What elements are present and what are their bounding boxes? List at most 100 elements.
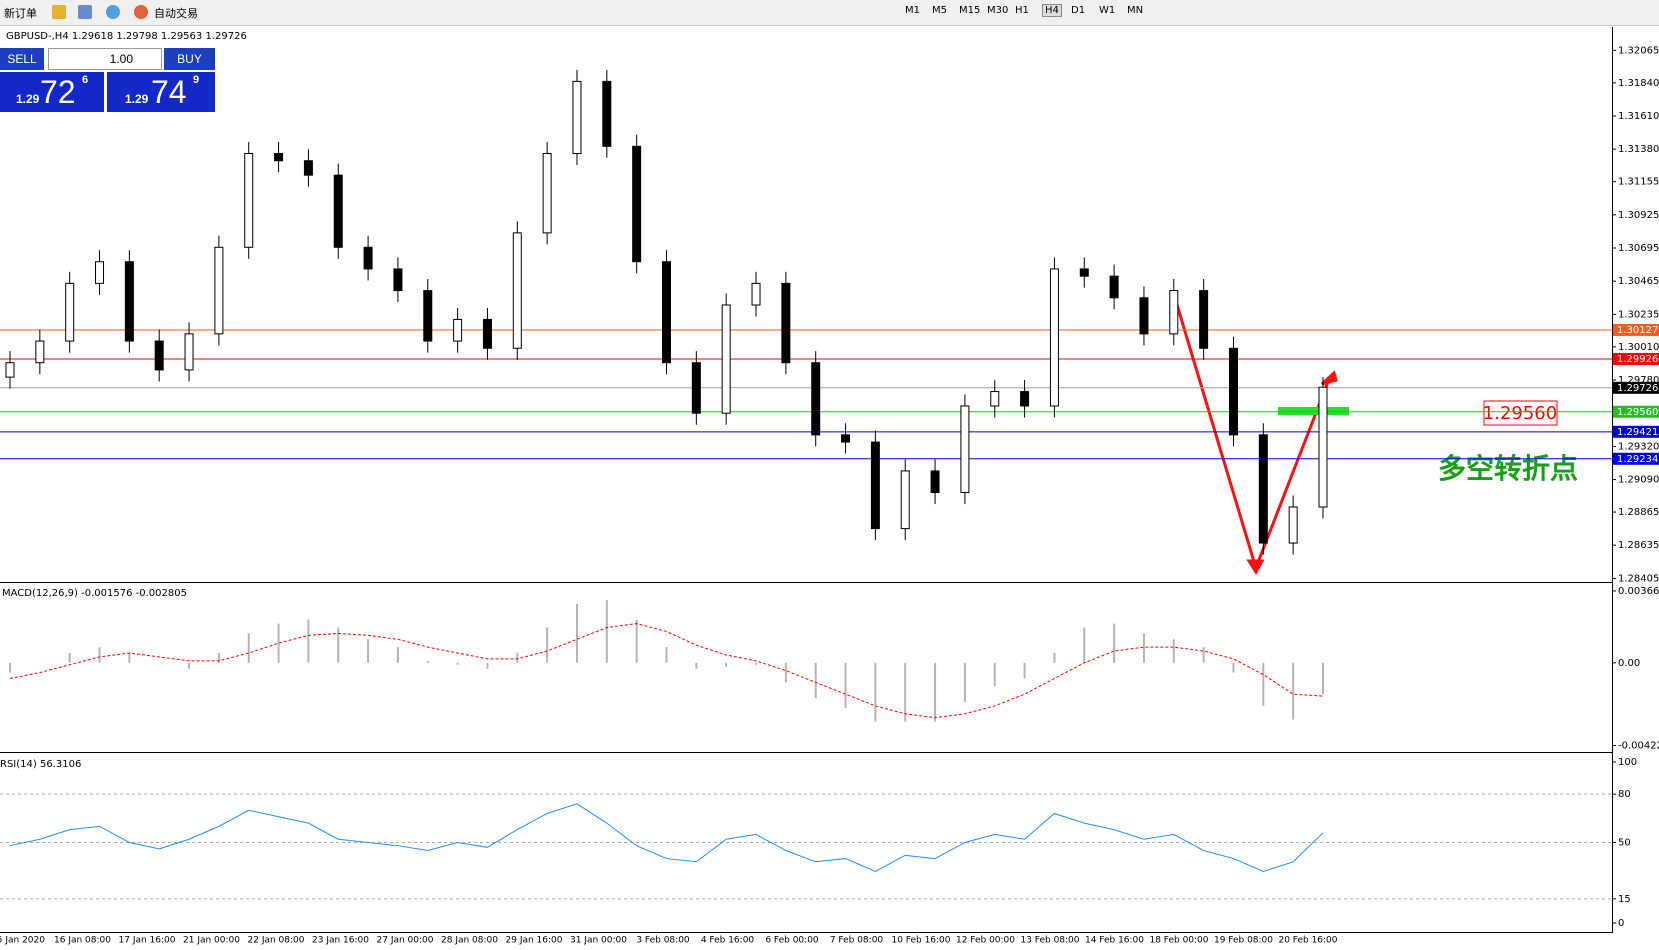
y-tick-label: 50 <box>1618 837 1631 848</box>
annotation-text: 多空转折点 <box>1438 452 1578 485</box>
y-tick-label: 1.31155 <box>1618 177 1659 188</box>
price-level-label: 1.29421 <box>1617 427 1658 438</box>
candle-body <box>274 153 284 162</box>
time-label: 6 Feb 00:00 <box>765 936 819 946</box>
timeframe[interactable]: H1 <box>1015 5 1029 16</box>
time-label: 21 Jan 00:00 <box>183 936 240 946</box>
time-label: 20 Feb 16:00 <box>1278 936 1337 946</box>
turn-marker <box>1278 407 1349 415</box>
timeframe[interactable]: W1 <box>1099 5 1116 16</box>
y-tick-label: -0.00422 <box>1618 741 1659 752</box>
icon[interactable] <box>78 5 92 19</box>
y-tick-label: 1.30010 <box>1618 342 1659 353</box>
bid-pips: 72 <box>40 74 76 110</box>
new-order[interactable]: 新订单 <box>4 7 37 20</box>
candle-body <box>303 160 313 176</box>
timeframe[interactable]: M15 <box>959 5 981 16</box>
timeframe[interactable]: MN <box>1127 5 1144 16</box>
candle-body <box>512 232 522 349</box>
candle-body <box>124 261 134 342</box>
rsi-line <box>9 803 1324 873</box>
candle-body <box>1139 297 1149 335</box>
lot: 1.00 <box>109 52 133 66</box>
y-tick-label: 0.00 <box>1618 658 1640 669</box>
candle-body <box>423 290 433 342</box>
candle-body <box>1169 290 1179 335</box>
time-label: 23 Jan 16:00 <box>312 936 369 946</box>
y-tick-label: 1.31610 <box>1618 111 1659 122</box>
signal-line <box>9 623 1324 719</box>
time-label: 15 Jan 2020 <box>0 936 45 946</box>
candle-body <box>572 80 582 155</box>
price-level-label: 1.29560 <box>1617 407 1658 418</box>
y-tick-label: 1.28865 <box>1618 507 1659 518</box>
candle-body <box>781 282 791 364</box>
candle-body <box>333 174 343 248</box>
candle-body <box>244 153 254 248</box>
time-label: 22 Jan 08:00 <box>248 936 305 946</box>
time-label: 3 Feb 08:00 <box>636 936 690 946</box>
time-label: 18 Feb 00:00 <box>1149 936 1208 946</box>
candle-body <box>721 304 731 414</box>
y-tick-label: 80 <box>1618 789 1631 800</box>
y-tick-label: 1.30465 <box>1618 276 1659 287</box>
y-tick-label: 1.30695 <box>1618 243 1659 254</box>
icon[interactable] <box>106 5 120 19</box>
candle-body <box>214 246 224 335</box>
candle-body <box>95 261 105 284</box>
time-label: 4 Feb 16:00 <box>701 936 755 946</box>
candle-body <box>1199 290 1209 349</box>
time-label: 13 Feb 08:00 <box>1020 936 1079 946</box>
price-level-box <box>1613 452 1659 465</box>
icon[interactable] <box>134 5 148 19</box>
candle-body <box>691 362 701 414</box>
price-level-box <box>1613 381 1659 394</box>
sell-button[interactable]: SELL <box>0 48 44 70</box>
candle-body <box>393 268 403 292</box>
price-level-box <box>1613 352 1659 365</box>
candle-body <box>1318 386 1328 508</box>
price-level-box <box>1613 405 1659 418</box>
candle-body <box>930 470 940 494</box>
candle-body <box>65 282 75 342</box>
candle-body <box>542 153 552 234</box>
buy-button[interactable]: BUY <box>164 48 215 70</box>
annotation-price: 1.29560 <box>1483 403 1557 424</box>
candle-body <box>1020 391 1030 407</box>
candle-body <box>1109 275 1119 299</box>
candle-body <box>662 261 671 364</box>
price-level-label: 1.30127 <box>1617 325 1658 336</box>
y-tick-label: 0 <box>1618 918 1624 929</box>
timeframe[interactable]: M30 <box>987 5 1009 16</box>
candle-body <box>602 80 612 147</box>
y-tick-label: 1.29320 <box>1618 441 1659 452</box>
y-tick-label: 1.29780 <box>1618 375 1659 386</box>
y-tick-label: 0.003667 <box>1618 586 1659 597</box>
candle-body <box>841 434 851 443</box>
timeframe[interactable]: H4 <box>1042 4 1062 17</box>
ask-box[interactable]: 1.29 74 9 <box>107 72 215 112</box>
timeframe[interactable]: M5 <box>932 5 947 16</box>
candle-body <box>154 340 164 371</box>
candle-body <box>1079 268 1089 277</box>
rsi-title: RSI(14) 56.3106 <box>0 759 81 770</box>
time-label: 14 Feb 16:00 <box>1085 936 1144 946</box>
candle-body <box>990 391 1000 407</box>
time-label: 16 Jan 08:00 <box>54 936 111 946</box>
y-tick-label: 1.29090 <box>1618 475 1659 486</box>
candle-body <box>5 362 15 378</box>
bid-box[interactable]: 1.29 72 6 <box>0 72 104 112</box>
candle-body <box>363 246 373 270</box>
ask-pips: 74 <box>151 74 187 110</box>
lot-field[interactable]: 1.00 <box>48 48 162 70</box>
timeframe[interactable]: D1 <box>1071 5 1086 16</box>
timeframe[interactable]: M1 <box>905 5 920 16</box>
candle-body <box>482 318 492 349</box>
icon[interactable] <box>52 5 66 19</box>
time-label: 12 Feb 00:00 <box>956 936 1015 946</box>
price-level-label: 1.29926 <box>1617 354 1658 365</box>
y-tick-label: 100 <box>1618 757 1637 768</box>
auto-trading[interactable]: 自动交易 <box>154 7 198 20</box>
candle-body <box>900 470 910 530</box>
